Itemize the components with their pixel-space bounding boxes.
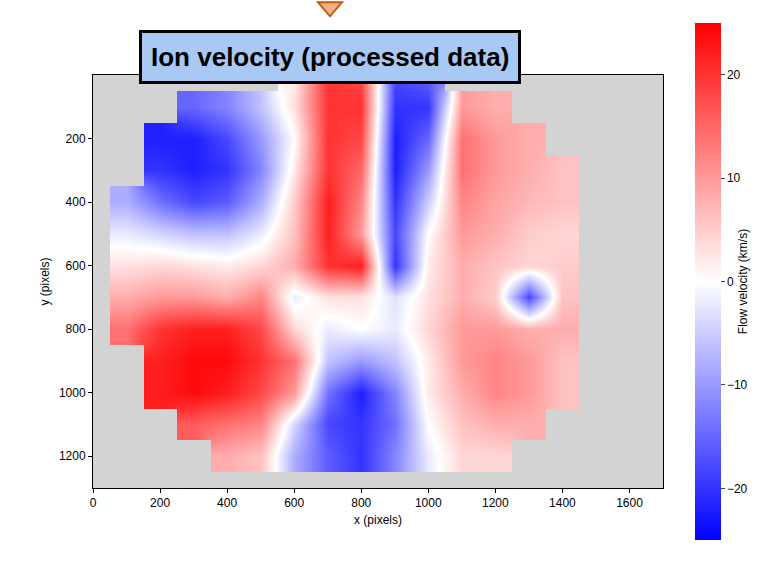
svg-text:1200: 1200 bbox=[59, 449, 86, 463]
svg-text:400: 400 bbox=[66, 195, 86, 209]
svg-text:200: 200 bbox=[66, 132, 86, 146]
svg-text:0: 0 bbox=[90, 496, 97, 510]
svg-text:200: 200 bbox=[150, 496, 170, 510]
svg-text:−20: −20 bbox=[727, 482, 748, 496]
svg-text:1400: 1400 bbox=[549, 496, 576, 510]
svg-text:400: 400 bbox=[217, 496, 237, 510]
svg-text:600: 600 bbox=[66, 259, 86, 273]
svg-text:800: 800 bbox=[66, 322, 86, 336]
svg-text:1200: 1200 bbox=[482, 496, 509, 510]
svg-text:0: 0 bbox=[727, 275, 734, 289]
svg-text:20: 20 bbox=[727, 68, 741, 82]
svg-text:y (pixels): y (pixels) bbox=[38, 257, 52, 305]
svg-text:10: 10 bbox=[727, 171, 741, 185]
svg-text:x (pixels): x (pixels) bbox=[354, 513, 402, 527]
svg-text:1000: 1000 bbox=[415, 496, 442, 510]
svg-text:Flow velocity (km/s): Flow velocity (km/s) bbox=[736, 229, 750, 334]
svg-text:1600: 1600 bbox=[616, 496, 643, 510]
svg-text:Ion velocity (processed data): Ion velocity (processed data) bbox=[151, 42, 509, 72]
svg-text:800: 800 bbox=[351, 496, 371, 510]
svg-text:600: 600 bbox=[284, 496, 304, 510]
svg-text:1000: 1000 bbox=[59, 386, 86, 400]
svg-text:−10: −10 bbox=[727, 378, 748, 392]
